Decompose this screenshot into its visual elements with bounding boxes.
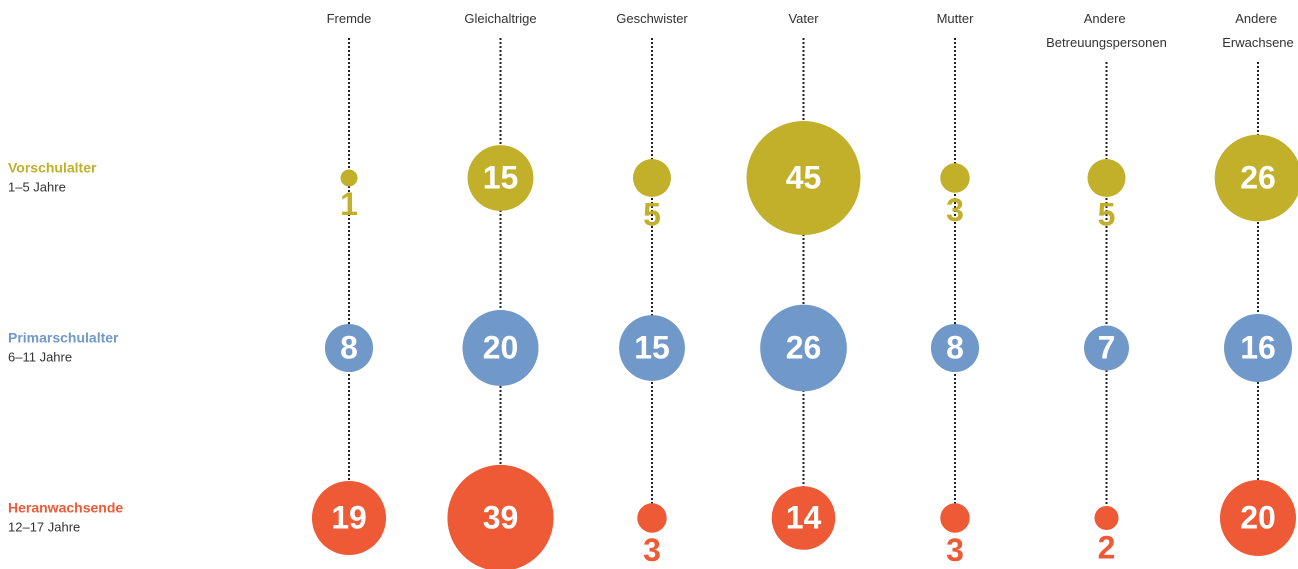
category-label: Andere Erwachsene [1222,11,1294,50]
row-sublabel: 1–5 Jahre [8,179,66,194]
bubble [447,464,554,569]
row-sublabel: 12–17 Jahre [8,519,80,534]
bubble [1087,158,1126,198]
bubble [311,480,387,556]
bubble [1219,479,1297,557]
row-label: Primarschulalter [8,330,119,346]
category-label: Andere Betreuungspersonen [1046,11,1167,50]
value-label: 26 [1240,159,1276,195]
value-label: 26 [786,329,822,365]
bubble [632,158,672,198]
value-label: 3 [946,532,964,568]
bubble [467,145,534,211]
value-label: 20 [483,329,519,365]
value-label: 15 [634,329,670,365]
bubble [324,323,374,373]
bubble [1084,325,1129,371]
value-label: 1 [340,186,358,222]
value-label: 5 [1098,196,1116,232]
bubble [637,503,667,533]
value-label: 8 [946,329,964,365]
value-label: 3 [643,532,661,568]
bubble [1214,134,1298,222]
bubble [940,503,970,533]
bubble [1224,314,1292,382]
category-label: Gleichaltrige [464,11,536,26]
value-label: 14 [786,499,822,535]
value-label: 19 [331,499,367,535]
row-sublabel: 6–11 Jahre [8,349,72,364]
bubble [940,163,970,193]
category-label: Vater [788,11,819,26]
bubble [746,120,861,236]
bubble [930,323,980,373]
value-label: 8 [340,329,358,365]
bubble [771,486,836,550]
value-label: 16 [1240,329,1276,365]
bubble [340,169,358,187]
value-label: 39 [483,499,519,535]
category-label: Mutter [937,11,975,26]
value-label: 5 [643,196,661,232]
bubble [760,304,847,392]
value-label: 2 [1098,529,1116,565]
bubble [462,309,539,387]
category-label: Geschwister [616,11,688,26]
value-label: 20 [1240,499,1276,535]
bubble [1094,505,1119,531]
value-label: 45 [786,159,822,195]
value-label: 15 [483,159,519,195]
value-label: 3 [946,192,964,228]
row-label: Heranwachsende [8,500,123,516]
row-label: Vorschulalter [8,160,97,176]
category-label: Fremde [327,11,372,26]
value-label: 7 [1098,329,1116,365]
bubble [619,315,685,381]
